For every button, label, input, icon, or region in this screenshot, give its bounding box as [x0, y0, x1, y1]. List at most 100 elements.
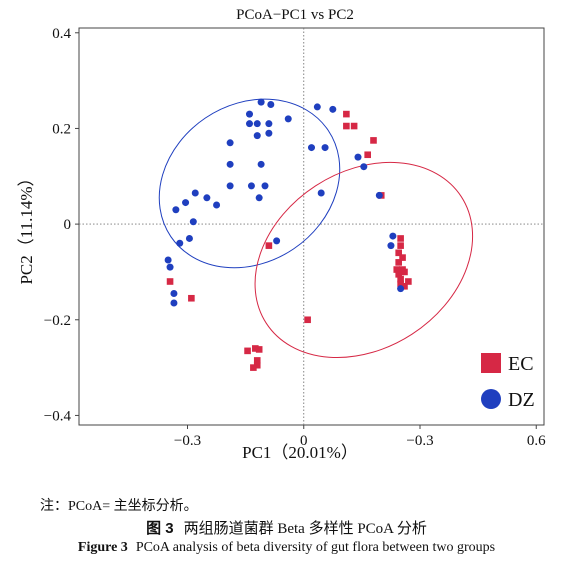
- data-point-dz: [317, 189, 325, 197]
- data-point-dz: [189, 218, 197, 226]
- data-point-dz: [185, 234, 193, 242]
- chart-title: PCoA−PC1 vs PC2: [236, 7, 354, 23]
- data-point-dz: [176, 239, 184, 247]
- data-point-ec: [350, 122, 358, 130]
- y-tick-label: 0.2: [52, 121, 71, 137]
- data-point-ec: [252, 345, 259, 352]
- data-point-ec: [250, 364, 257, 371]
- data-point-dz: [354, 153, 362, 161]
- data-point-dz: [273, 237, 281, 245]
- y-tick-label: 0: [64, 217, 72, 233]
- data-point-ec: [395, 259, 402, 266]
- data-point-dz: [213, 201, 221, 209]
- data-point-ec: [399, 254, 406, 261]
- data-point-dz: [226, 139, 234, 147]
- legend: EC DZ: [481, 353, 535, 411]
- data-point-ec: [343, 110, 350, 118]
- data-point-dz: [166, 263, 174, 271]
- data-point-dz: [247, 182, 255, 190]
- data-point-dz: [265, 129, 273, 137]
- data-point-ec: [253, 357, 261, 364]
- data-point-dz: [308, 144, 315, 152]
- ellipse-dz: [158, 98, 341, 269]
- figure-caption-en-text: PCoA analysis of beta diversity of gut f…: [135, 540, 496, 555]
- data-point-dz: [191, 189, 199, 197]
- data-point-dz: [203, 194, 211, 202]
- data-point-dz: [261, 182, 269, 190]
- x-tick-label: 0: [300, 433, 308, 449]
- data-point-dz: [267, 101, 275, 109]
- figure-note: 注：PCoA= 主坐标分析。: [40, 499, 198, 514]
- data-point-dz: [257, 98, 265, 106]
- x-tick-label: −0.3: [406, 433, 433, 449]
- data-point-dz: [284, 115, 292, 123]
- data-point-ec: [393, 266, 401, 273]
- data-point-ec: [166, 278, 174, 285]
- data-point-dz: [182, 199, 190, 207]
- data-point-ec: [405, 278, 412, 285]
- legend-label-dz: DZ: [508, 389, 535, 411]
- legend-swatch-ec: [481, 353, 501, 373]
- data-point-ec: [364, 151, 371, 159]
- figure-caption-cn-text: 两组肠道菌群 Beta 多样性 PCoA 分析: [183, 521, 427, 537]
- figure-caption-cn-label: 图 3: [146, 520, 174, 537]
- data-point-ec: [265, 242, 273, 249]
- data-point-dz: [329, 105, 337, 113]
- data-point-dz: [253, 120, 261, 128]
- x-tick-label: 0.6: [527, 433, 546, 449]
- data-point-dz: [246, 120, 253, 128]
- data-points: [164, 98, 412, 371]
- data-point-dz: [375, 191, 383, 199]
- data-point-ec: [255, 346, 263, 353]
- data-point-ec: [397, 242, 404, 249]
- data-point-ec: [395, 249, 402, 257]
- reference-lines: [79, 28, 544, 425]
- data-point-ec: [343, 122, 350, 130]
- data-point-ec: [397, 275, 404, 283]
- data-point-dz: [389, 232, 397, 240]
- data-point-dz: [387, 242, 395, 250]
- data-point-dz: [313, 103, 321, 111]
- y-tick-label: −0.4: [44, 408, 72, 424]
- data-point-dz: [226, 160, 234, 168]
- data-point-ec: [401, 268, 408, 276]
- data-point-dz: [172, 206, 180, 214]
- data-point-ec: [395, 271, 402, 278]
- x-tick-label: −0.3: [174, 433, 201, 449]
- data-point-ec: [253, 361, 261, 369]
- data-point-dz: [164, 256, 172, 264]
- data-point-ec: [401, 282, 408, 290]
- legend-swatch-dz: [481, 389, 501, 409]
- data-point-dz: [360, 163, 368, 171]
- x-axis: −0.3 0 −0.3 0.6: [174, 425, 546, 449]
- ellipse-ec: [254, 161, 474, 359]
- x-axis-label: PC1（20.01%）: [242, 443, 358, 462]
- data-point-dz: [321, 144, 329, 152]
- data-point-dz: [397, 285, 405, 293]
- data-point-ec: [370, 137, 377, 144]
- plot-frame: [78, 27, 545, 426]
- series-dz: [164, 98, 405, 307]
- data-point-dz: [170, 289, 178, 297]
- confidence-ellipses: [158, 98, 474, 359]
- data-point-ec: [304, 316, 311, 324]
- data-point-ec: [397, 235, 404, 242]
- figure-caption-en-label: Figure 3: [77, 540, 128, 555]
- pcoa-scatter-chart: PCoA−PC1 vs PC2 −0.3 0 −0.3 0.6 −0.4 −0.2 0 0.…: [17, 7, 546, 462]
- data-point-dz: [253, 132, 261, 140]
- figure-caption-cn: 图 3 两组肠道菌群 Beta 多样性 PCoA 分析: [0, 517, 573, 538]
- data-point-dz: [170, 299, 178, 307]
- data-point-ec: [244, 347, 251, 355]
- y-axis: −0.4 −0.2 0 0.2 0.4: [44, 26, 79, 424]
- series-ec: [166, 110, 412, 371]
- data-point-dz: [226, 182, 234, 190]
- data-point-ec: [397, 280, 404, 288]
- y-axis-label: PC2（11.14%）: [17, 169, 36, 284]
- data-point-dz: [265, 120, 273, 128]
- y-tick-label: 0.4: [52, 26, 71, 42]
- figure-caption-en: Figure 3 PCoA analysis of beta diversity …: [0, 540, 573, 556]
- legend-label-ec: EC: [508, 353, 534, 375]
- data-point-dz: [246, 110, 253, 118]
- data-point-dz: [255, 194, 263, 202]
- data-point-ec: [188, 294, 195, 302]
